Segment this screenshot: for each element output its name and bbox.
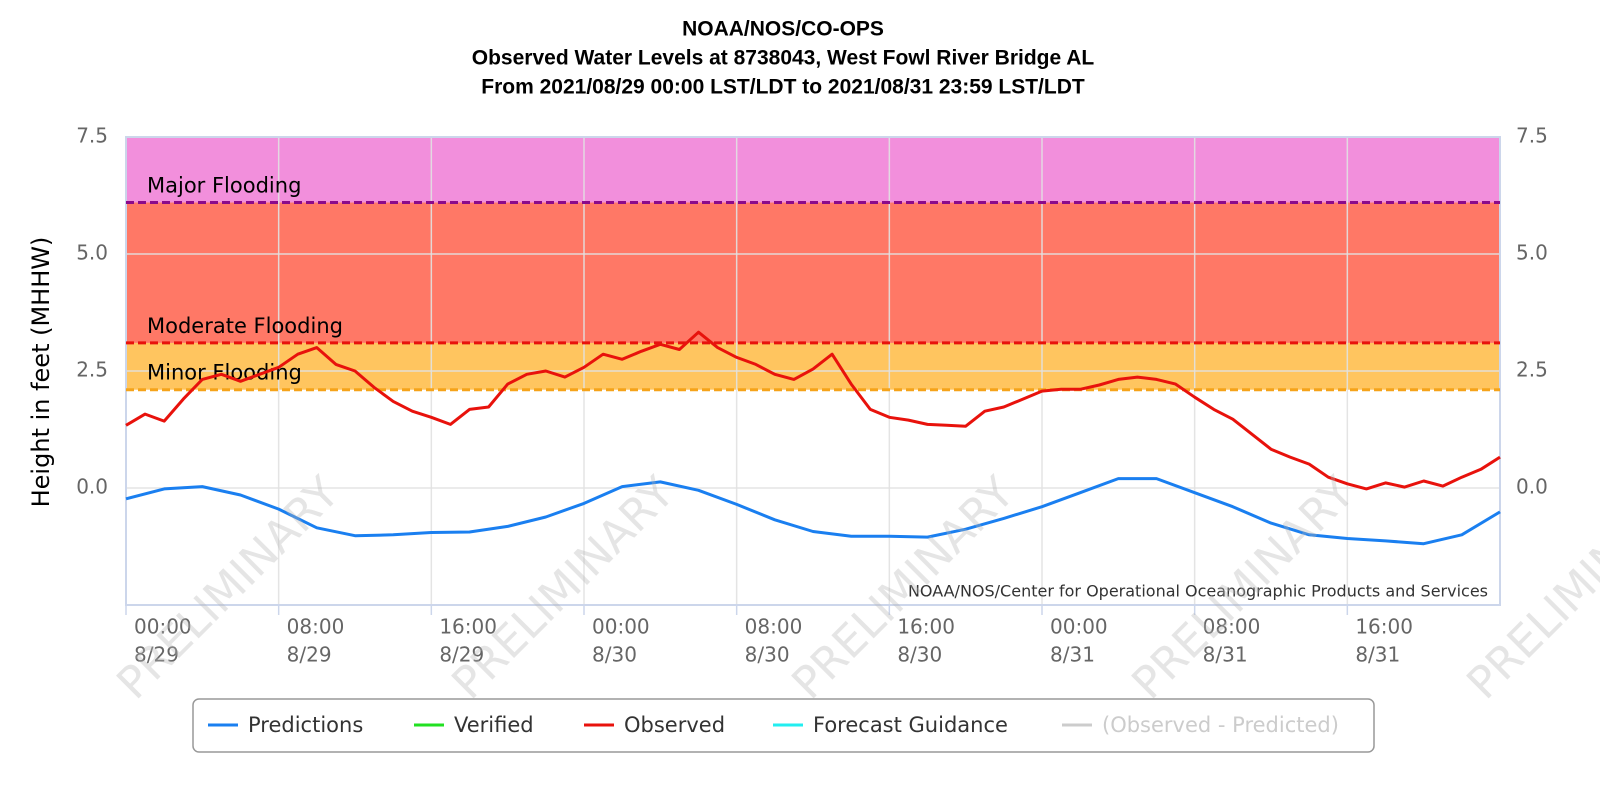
x-tick-label: 8/30 <box>592 643 637 667</box>
legend-label: (Observed - Predicted) <box>1102 713 1339 737</box>
x-tick-label: 00:00 <box>1050 615 1108 639</box>
legend-label: Verified <box>454 713 534 737</box>
x-tick-label: 8/31 <box>1050 643 1095 667</box>
x-tick-label: 16:00 <box>897 615 955 639</box>
y-tick-label: 7.5 <box>76 124 108 148</box>
y2-tick-label: 5.0 <box>1516 241 1548 265</box>
x-tick-label: 08:00 <box>745 615 803 639</box>
y2-tick-label: 2.5 <box>1516 358 1548 382</box>
chart-title: NOAA/NOS/CO-OPS <box>682 18 884 41</box>
x-tick-label: 16:00 <box>439 615 497 639</box>
x-tick-label: 16:00 <box>1355 615 1413 639</box>
y-axis-label: Height in feet (MHHW) <box>27 237 55 508</box>
watermark: PRELIMINARY <box>107 467 349 709</box>
threshold-label: Major Flooding <box>147 174 301 198</box>
series-line <box>125 330 1501 491</box>
x-tick-label: 00:00 <box>592 615 650 639</box>
y-tick-label: 5.0 <box>76 241 108 265</box>
threshold-label: Moderate Flooding <box>147 314 343 338</box>
y2-tick-label: 7.5 <box>1516 124 1548 148</box>
flood-band <box>126 342 1500 390</box>
flood-band <box>126 202 1500 343</box>
x-tick-label: 8/30 <box>897 643 942 667</box>
plot-border <box>125 136 1501 606</box>
x-tick-label: 8/31 <box>1203 643 1248 667</box>
x-tick-label: 08:00 <box>287 615 345 639</box>
credit: NOAA/NOS/Center for Operational Oceanogr… <box>908 582 1488 601</box>
x-tick-label: 08:00 <box>1203 615 1261 639</box>
x-tick-label: 8/29 <box>134 643 179 667</box>
series-line <box>125 477 1501 546</box>
y2-tick-label: 0.0 <box>1516 475 1548 499</box>
x-tick-label: 00:00 <box>134 615 192 639</box>
x-tick-label: 8/29 <box>287 643 332 667</box>
legend-label: Observed <box>624 713 725 737</box>
legend-label: Predictions <box>248 713 363 737</box>
x-tick-label: 8/29 <box>439 643 484 667</box>
y-tick-label: 0.0 <box>76 475 108 499</box>
chart-title: Observed Water Levels at 8738043, West F… <box>472 47 1095 70</box>
chart-title: From 2021/08/29 00:00 LST/LDT to 2021/08… <box>481 76 1085 99</box>
x-tick-label: 8/31 <box>1355 643 1400 667</box>
threshold-label: Minor Flooding <box>147 361 302 385</box>
x-tick-label: 8/30 <box>745 643 790 667</box>
watermark: PRELIMINARY <box>442 467 684 709</box>
y-tick-label: 2.5 <box>76 358 108 382</box>
flood-band <box>126 137 1500 203</box>
legend-label: Forecast Guidance <box>813 713 1008 737</box>
